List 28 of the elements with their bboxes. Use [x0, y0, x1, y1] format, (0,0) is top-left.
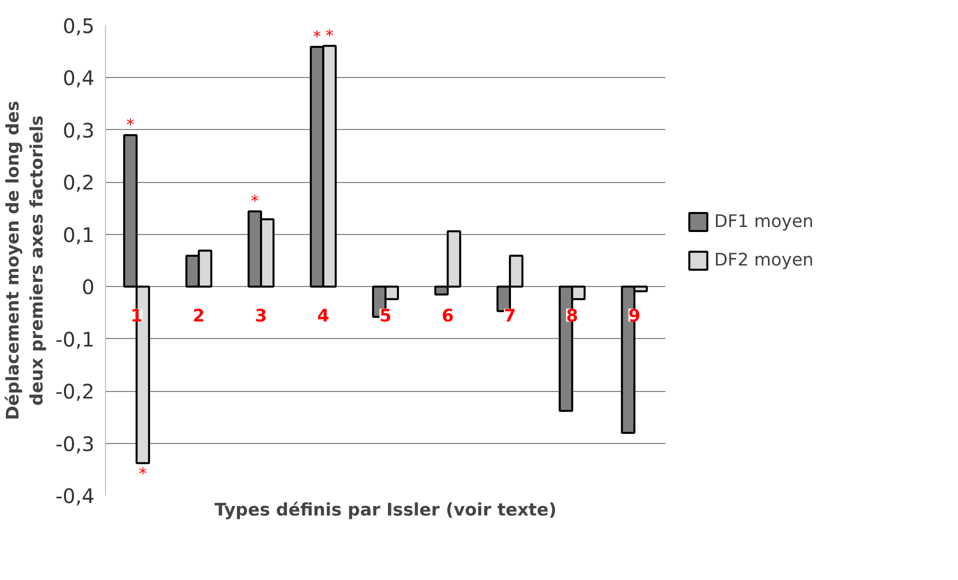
x-tick-label: 8: [566, 306, 578, 327]
y-tick-label: -0,4: [55, 484, 95, 508]
y-tick-label: 0,5: [62, 14, 95, 38]
x-tick-label: 3: [255, 306, 268, 327]
y-tick-label: -0,1: [55, 327, 95, 352]
x-tick-label: 4: [317, 306, 330, 327]
x-tick-label: 5: [379, 306, 392, 327]
x-axis-title: Types définis par Issler (voir texte): [214, 500, 557, 520]
x-tick-label: 6: [442, 306, 454, 327]
y-tick-label: 0,2: [62, 170, 95, 195]
y-tick-label: 0,3: [62, 118, 95, 142]
annotation: *: [126, 115, 134, 134]
x-tick-label: 2: [192, 306, 205, 327]
legend-label: DF1 moyen: [714, 212, 814, 232]
y-axis-title: Déplacement moyen de long des deux premiers axes factoriels: [3, 100, 48, 420]
y-tick-label: -0,3: [55, 432, 95, 456]
y-tick-label: 0,1: [62, 222, 95, 247]
annotation: *: [250, 191, 259, 210]
legend-label: DF2 moyen: [714, 250, 814, 271]
x-tick-label: 1: [130, 306, 143, 327]
annotation: *: [326, 26, 334, 45]
y-tick-label: 0: [82, 275, 95, 300]
y-tick-label: 0,4: [62, 66, 95, 90]
annotation: *: [313, 26, 322, 46]
annotation: *: [138, 464, 147, 484]
x-tick-label: 9: [628, 306, 640, 327]
y-tick-label: -0,2: [55, 380, 95, 404]
x-tick-label: 7: [504, 306, 516, 327]
